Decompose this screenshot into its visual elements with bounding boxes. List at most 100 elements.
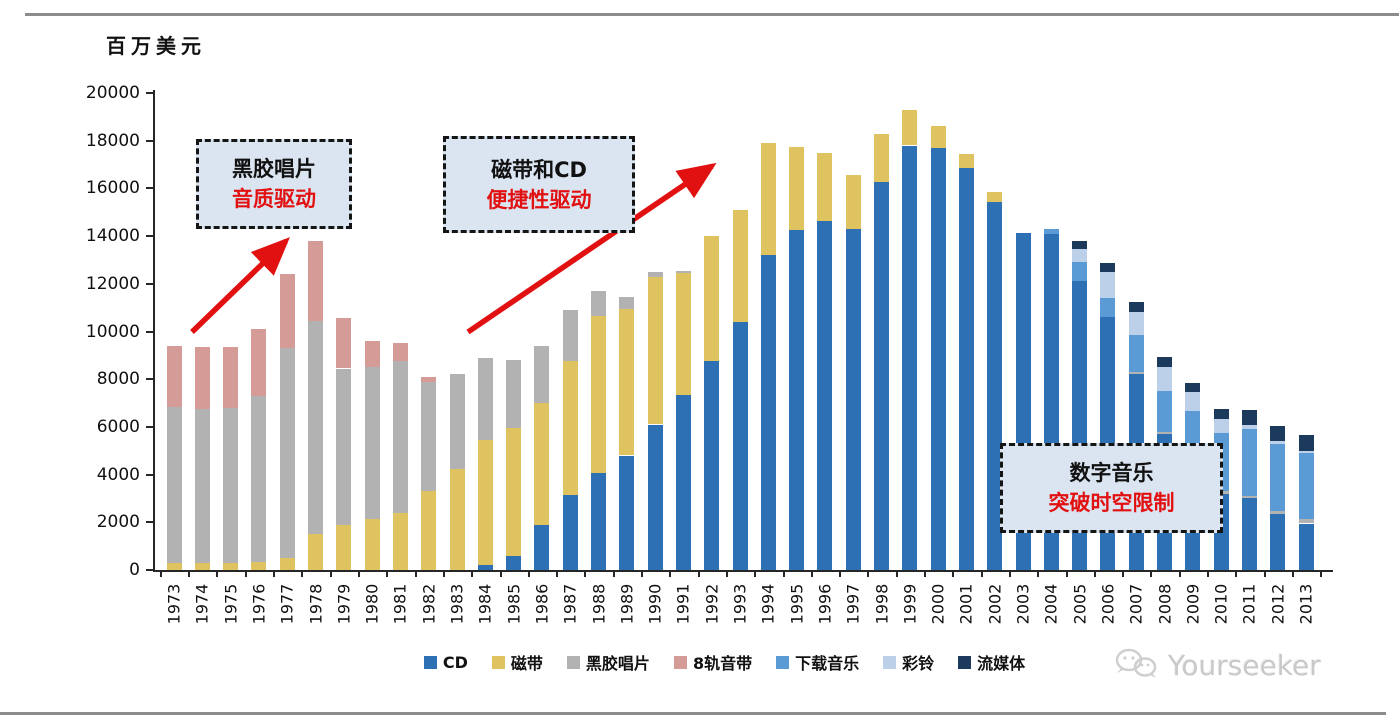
legend-item-cassette: 磁带: [491, 650, 543, 674]
bar-segment-vinyl-1989: [619, 296, 635, 309]
y-tick-14000: [146, 235, 154, 238]
legend-swatch-download: [776, 655, 790, 669]
bar-segment-cd-1999: [902, 145, 918, 570]
x-tick-9: [414, 571, 417, 577]
legend-swatch-eight-track: [673, 655, 687, 669]
callout-digital-title: 数字音乐: [1069, 461, 1154, 485]
x-tick-28: [952, 571, 955, 577]
bar-segment-streaming-2009: [1185, 382, 1201, 393]
x-tick-37: [1207, 571, 1209, 577]
bar-segment-download-2004: [1043, 228, 1059, 234]
bar-segment-vinyl-2012: [1270, 510, 1286, 514]
bar-segment-ringtone-2005: [1072, 249, 1088, 263]
bar-segment-download-2012: [1270, 443, 1286, 511]
legend-swatch-cd: [423, 655, 437, 669]
legend-item-vinyl: 黑胶唱片: [566, 650, 650, 674]
legend-swatch-ringtone: [883, 655, 897, 669]
bar-segment-vinyl-1987: [562, 310, 578, 362]
bar-segment-download-2011: [1241, 428, 1257, 496]
bottom-divider: [0, 712, 1386, 715]
bar-segment-ringtone-2011: [1241, 425, 1257, 429]
y-tick-2000: [146, 521, 154, 524]
y-axis-label-14000: 14000: [85, 226, 140, 247]
bar-segment-vinyl-1983: [449, 374, 465, 469]
bar-segment-ringtone-2008: [1157, 367, 1172, 392]
bar-segment-vinyl-1982: [421, 381, 437, 492]
bar-segment-vinyl-1977: [279, 348, 295, 559]
y-axis-label-6000: 6000: [96, 416, 140, 437]
y-tick-16000: [146, 187, 154, 190]
bar-segment-cassette-2000: [930, 126, 946, 148]
y-axis-label-8000: 8000: [96, 369, 140, 390]
bar-segment-ringtone-2013: [1298, 451, 1314, 453]
x-tick-15: [584, 571, 587, 577]
bar-segment-cd-1990: [647, 424, 663, 570]
bar-segment-cd-1995: [789, 230, 805, 570]
bar-segment-vinyl-2013: [1298, 519, 1314, 524]
legend-swatch-vinyl: [566, 655, 580, 669]
red-arrow-vinyl-era: [190, 237, 290, 334]
legend-label-streaming: 流媒体: [977, 654, 1026, 673]
x-tick-36: [1178, 571, 1181, 577]
bar-segment-eight-track-1973: [166, 345, 182, 407]
bar-segment-cd-1993: [732, 322, 748, 570]
legend-label-eight-track: 8轨音带: [692, 654, 753, 673]
bar-segment-download-2013: [1298, 452, 1314, 520]
x-tick-32: [1065, 571, 1068, 577]
callout-digital-subtitle: 突破时空限制: [1048, 491, 1175, 515]
bar-segment-eight-track-1976: [251, 329, 267, 396]
legend-item-ringtone: 彩铃: [883, 650, 934, 674]
bar-segment-vinyl-1979: [336, 368, 352, 525]
bar-segment-vinyl-1986: [534, 345, 550, 403]
bar-segment-cd-1998: [874, 182, 889, 570]
x-tick-25: [867, 571, 870, 577]
x-tick-4: [273, 571, 276, 577]
x-tick-2: [216, 571, 219, 577]
legend-label-cd: CD: [442, 652, 468, 672]
bar-segment-cassette-1990: [647, 276, 663, 425]
y-axis-label-0: 0: [129, 560, 140, 580]
bar-segment-eight-track-1974: [194, 347, 210, 409]
bar-segment-cassette-1975: [223, 562, 239, 570]
bar-segment-cassette-1984: [477, 440, 493, 566]
x-tick-14: [556, 571, 558, 577]
bar-segment-cd-1984: [477, 565, 493, 570]
bar-segment-vinyl-1974: [194, 409, 210, 563]
bar-segment-cassette-1978: [308, 534, 323, 570]
y-tick-20000: [146, 92, 154, 94]
legend-label-download: 下载音乐: [795, 654, 860, 673]
y-axis-label-12000: 12000: [85, 273, 140, 294]
bar-segment-ringtone-2006: [1100, 271, 1116, 299]
bar-segment-ringtone-2012: [1270, 441, 1286, 444]
bar-segment-download-2006: [1100, 298, 1116, 318]
watermark: Yourseeker: [1112, 645, 1321, 685]
bar-segment-cassette-1979: [336, 524, 352, 570]
legend-label-vinyl: 黑胶唱片: [585, 654, 650, 673]
bar-segment-vinyl-2008: [1157, 431, 1172, 435]
bar-segment-cd-1989: [619, 455, 635, 570]
legend-swatch-cassette: [491, 655, 505, 669]
bar-segment-cassette-1994: [760, 143, 776, 256]
bar-segment-vinyl-1981: [392, 361, 408, 513]
bar-segment-vinyl-1991: [675, 271, 691, 274]
bar-segment-cassette-1995: [789, 146, 805, 231]
bar-segment-cd-1991: [675, 394, 691, 570]
bar-segment-cd-1987: [562, 494, 578, 570]
bar-segment-cd-1985: [506, 555, 522, 570]
x-tick-8: [386, 571, 389, 577]
x-tick-12: [499, 571, 502, 577]
x-tick-5: [301, 571, 304, 577]
bar-segment-cd-2011: [1241, 498, 1257, 570]
bar-segment-streaming-2006: [1100, 262, 1116, 272]
x-tick-7: [357, 571, 360, 577]
x-tick-0: [159, 571, 162, 577]
bar-segment-cassette-1997: [845, 175, 861, 229]
x-tick-20: [725, 571, 728, 577]
x-tick-21: [754, 571, 757, 577]
bar-segment-download-2007: [1128, 335, 1144, 373]
legend-label-ringtone: 彩铃: [902, 654, 935, 673]
x-tick-41: [1320, 571, 1323, 577]
bar-segment-vinyl-1973: [166, 406, 182, 563]
y-axis-label-18000: 18000: [85, 130, 140, 151]
